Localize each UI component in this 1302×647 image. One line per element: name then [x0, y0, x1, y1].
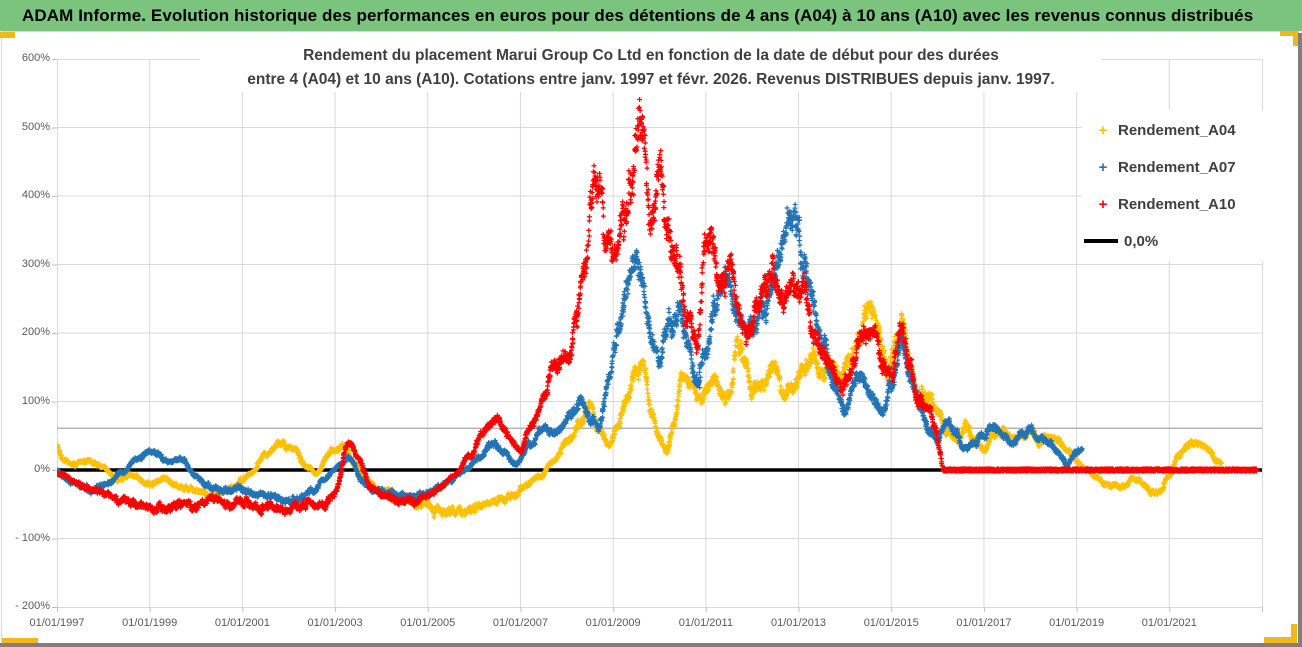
y-tick-label: - 200% — [15, 600, 50, 612]
x-tick-label: 01/01/2005 — [400, 617, 456, 629]
y-tick-label: 100% — [21, 394, 50, 407]
x-tick-label: 01/01/1999 — [122, 617, 178, 629]
chart-title-line1: Rendement du placement Marui Group Co Lt… — [303, 47, 999, 64]
x-tick-label: 01/01/2019 — [1049, 617, 1105, 629]
x-tick-label: 01/01/2021 — [1141, 617, 1197, 629]
x-tick-label: 01/01/2001 — [214, 617, 270, 629]
window-edge-right — [1298, 33, 1302, 647]
x-tick-label: 01/01/2009 — [585, 617, 641, 629]
gold-corner-mark — [1264, 637, 1297, 643]
gold-corner-mark — [1280, 31, 1298, 36]
y-tick-label: 600% — [21, 52, 50, 64]
gold-corner-mark — [1291, 624, 1297, 642]
plus-marker-icon: + — [1098, 121, 1108, 139]
x-tick-label: 01/01/1997 — [29, 617, 85, 629]
y-tick-label: 200% — [21, 326, 50, 338]
gold-corner-mark — [0, 32, 15, 38]
x-tick-label: 01/01/2003 — [307, 617, 363, 629]
y-tick-label: - 100% — [15, 531, 50, 544]
legend-item-a07[interactable]: + Rendement_A07 — [1082, 155, 1264, 179]
gold-corner-mark — [1293, 31, 1298, 46]
y-tick-label: 0% — [34, 463, 50, 475]
zero-line-marker-icon — [1084, 239, 1118, 243]
y-tick-label: 300% — [21, 257, 50, 270]
legend[interactable]: + Rendement_A04 + Rendement_A07 + Rendem… — [1082, 110, 1264, 261]
legend-label: Rendement_A10 — [1118, 195, 1236, 213]
y-tick-label: 400% — [21, 189, 50, 201]
x-tick-label: 01/01/2011 — [678, 617, 733, 629]
chart-title-line2: entre 4 (A04) et 10 ans (A10). Cotations… — [247, 71, 1055, 88]
plus-marker-icon: + — [1098, 158, 1108, 176]
legend-item-zero-line[interactable]: 0,0% — [1082, 229, 1264, 253]
x-tick-label: 01/01/2017 — [956, 617, 1012, 629]
x-tick-label: 01/01/2013 — [771, 617, 827, 629]
legend-item-a10[interactable]: + Rendement_A10 — [1082, 192, 1264, 216]
chart-title: Rendement du placement Marui Group Co Lt… — [200, 44, 1102, 92]
window-edge-bottom — [0, 643, 1302, 647]
gold-corner-mark — [2, 638, 38, 644]
y-tick-label: 500% — [21, 120, 50, 133]
legend-label: 0,0% — [1124, 232, 1159, 250]
legend-label: Rendement_A04 — [1118, 121, 1236, 139]
x-tick-label: 01/01/2007 — [492, 617, 548, 629]
legend-label: Rendement_A07 — [1118, 158, 1236, 176]
legend-item-a04[interactable]: + Rendement_A04 — [1082, 118, 1264, 142]
x-tick-label: 01/01/2015 — [863, 617, 919, 629]
plus-marker-icon: + — [1098, 195, 1108, 213]
